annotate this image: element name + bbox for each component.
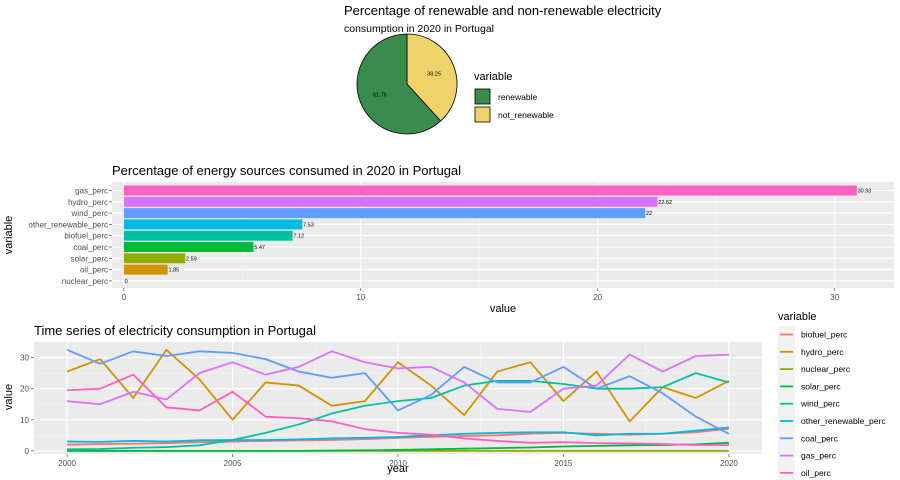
- bar-category-label-nuclear-perc: nuclear_perc: [62, 277, 108, 286]
- bar-hydro-perc: [123, 196, 658, 207]
- line-legend-label-biofuel-perc: biofuel_perc: [801, 330, 848, 340]
- bar-wind-perc: [123, 208, 646, 219]
- bar-value-label-wind-perc: 22: [646, 211, 652, 217]
- line-series: [66, 348, 730, 452]
- line-y-axis-label: value: [3, 384, 15, 410]
- pie-chart: Percentage of renewable and non-renewabl…: [344, 3, 662, 135]
- line-legend: biofuel_perc hydro_perc nuclear_perc solar_…: [778, 326, 886, 480]
- bar-value-label-other-renewable-perc: 7.53: [303, 222, 314, 228]
- bar-category-labels: gas_perc hydro_perc wind_perc other_renewab…: [28, 187, 112, 286]
- pie-legend: renewable not_renewable: [474, 88, 554, 123]
- line-x-axis-label: year: [387, 463, 409, 475]
- bar-category-label-oil-perc: oil_perc: [80, 266, 108, 275]
- bar-solar-perc: [123, 253, 186, 264]
- line-y-tick-label: 20: [20, 385, 29, 394]
- line-legend-title: variable: [778, 311, 817, 323]
- bar-y-axis-label: variable: [3, 216, 15, 255]
- line-x-tick-label: 2020: [720, 459, 738, 468]
- line-series-solar-perc: [67, 441, 729, 452]
- line-legend-label-solar-perc: solar_perc: [801, 381, 841, 391]
- line-legend-label-coal-perc: coal_perc: [801, 433, 839, 443]
- pie-label-renewable: 61.76: [373, 92, 387, 98]
- bar-category-label-gas-perc: gas_perc: [75, 187, 108, 196]
- pie-legend-key-not-renewable: [474, 106, 491, 123]
- line-series-coal-perc: [66, 348, 730, 435]
- line-y-tick-label: 0: [25, 447, 30, 456]
- line-x-tick-label: 2010: [389, 459, 407, 468]
- pie-subtitle: consumption in 2020 in Portugal: [344, 23, 494, 35]
- line-x-ticks: 2000 2005 2010 2015 2020: [58, 454, 738, 468]
- bar-x-ticks: 0 10 20 30: [122, 288, 840, 302]
- line-series-gas-perc: [67, 350, 729, 413]
- line-legend-label-wind-perc: wind_perc: [800, 399, 840, 409]
- line-series-oil-perc: [67, 373, 729, 447]
- bar-value-label-solar-perc: 2.59: [186, 256, 197, 262]
- line-chart: Time series of electricity consumption i…: [3, 311, 886, 480]
- line-legend-label-oil-perc: oil_perc: [801, 468, 832, 478]
- pie-title: Percentage of renewable and non-renewabl…: [344, 3, 662, 18]
- bar-value-label-oil-perc: 1.85: [168, 268, 179, 274]
- line-legend-label-hydro-perc: hydro_perc: [801, 347, 844, 357]
- bar-biofuel-perc: [123, 230, 293, 241]
- bar-bars: 30.93 22.52 22 7.53 7.12 5.47 2.59 1.85 0: [123, 185, 872, 285]
- bar-value-label-coal-perc: 5.47: [254, 245, 265, 251]
- bar-x-tick-label: 10: [356, 293, 365, 302]
- bar-oil-perc: [123, 264, 168, 275]
- line-legend-label-gas-perc: gas_perc: [801, 451, 837, 461]
- bar-gas-perc: [123, 185, 857, 196]
- pie-labels: 38.25 61.76: [373, 72, 441, 99]
- bar-category-label-other-renewable-perc: other_renewable_perc: [28, 220, 108, 229]
- line-series-other-renewable-perc: [67, 426, 729, 443]
- line-series-hydro-perc: [66, 348, 730, 423]
- pie-legend-title: variable: [474, 71, 513, 83]
- bar-x-tick-label: 30: [830, 293, 839, 302]
- bar-value-label-nuclear-perc: 0: [125, 279, 128, 285]
- line-title: Time series of electricity consumption i…: [34, 323, 316, 338]
- bar-value-label-gas-perc: 30.93: [858, 189, 872, 195]
- line-x-tick-label: 2005: [224, 459, 242, 468]
- line-legend-label-nuclear-perc: nuclear_perc: [801, 364, 851, 374]
- pie-slice-not-renewable: [406, 33, 458, 122]
- bar-category-label-solar-perc: solar_perc: [71, 254, 108, 263]
- bar-chart: Percentage of energy sources consumed in…: [3, 163, 894, 315]
- pie-legend-label-not-renewable: not_renewable: [498, 110, 554, 120]
- bar-title: Percentage of energy sources consumed in…: [112, 163, 461, 178]
- bar-x-tick-label: 0: [122, 293, 127, 302]
- bar-value-label-biofuel-perc: 7.12: [293, 234, 304, 240]
- line-y-tick-label: 30: [20, 354, 29, 363]
- bar-value-label-hydro-perc: 22.52: [658, 200, 672, 206]
- pie-slices: [356, 33, 458, 135]
- bar-category-label-coal-perc: coal_perc: [73, 243, 108, 252]
- line-x-tick-label: 2015: [555, 459, 573, 468]
- pie-legend-key-renewable: [474, 88, 491, 105]
- line-x-tick-label: 2000: [58, 459, 76, 468]
- line-series-wind-perc: [67, 372, 730, 451]
- bar-category-label-biofuel-perc: biofuel_perc: [64, 232, 108, 241]
- bar-category-label-hydro-perc: hydro_perc: [68, 198, 108, 207]
- line-y-ticks: 0 10 20 30: [20, 354, 34, 456]
- bar-x-axis-label: value: [490, 303, 516, 315]
- pie-label-not-renewable: 38.25: [427, 72, 441, 78]
- bar-x-tick-label: 20: [593, 293, 602, 302]
- bar-other-renewable-perc: [123, 219, 303, 230]
- line-legend-label-other-renewable-perc: other_renewable_perc: [801, 416, 886, 426]
- pie-legend-label-renewable: renewable: [498, 92, 537, 102]
- pie-slice-renewable: [356, 33, 442, 135]
- bar-category-label-wind-perc: wind_perc: [71, 209, 108, 218]
- bar-coal-perc: [123, 242, 254, 252]
- line-y-tick-label: 10: [20, 416, 29, 425]
